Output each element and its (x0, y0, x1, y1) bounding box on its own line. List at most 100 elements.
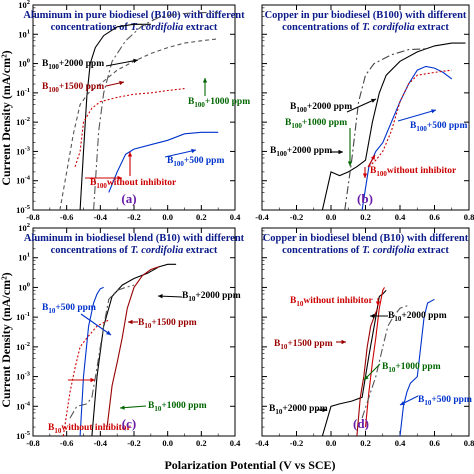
panel-c-title-line1: Aluminum in biodiesel blend (B10) with d… (24, 233, 245, 244)
panel-d-frame (261, 227, 470, 437)
panel-a-annotation-arrowhead (202, 78, 208, 83)
panel-c-ytick-label: 101 (18, 252, 30, 263)
panel-c-ytick-label: 10-5 (16, 430, 31, 441)
panel-c-annotation-label: B10+500 ppm (42, 303, 96, 315)
panel-c-xtick-label: -0.2 (127, 438, 140, 448)
panel-b-annotation-arrowhead (371, 98, 376, 103)
panel-c-xtick-label: 0.2 (196, 438, 207, 448)
y-axis-label-lower: Current Density (mA/cm²) (0, 272, 13, 407)
panel-b-series-500-ppm (361, 65, 453, 211)
panel-b-xtick-label: -0.4 (255, 212, 269, 222)
panel-d-xtick-label: 0.6 (429, 438, 440, 448)
panel-d-title-line1: Copper in biodiesel blend (B10) with dif… (263, 233, 469, 244)
panel-a-annotation-arrowhead (133, 58, 138, 63)
panel-d-annotation-label: B10without inhibitor (290, 296, 374, 308)
panel-b-xtick-label: 0.6 (429, 212, 440, 222)
panel-c-annotation-arrowhead (158, 294, 163, 299)
panel-d-annotation-arrowhead (375, 301, 381, 306)
panel-c-ytick-label: 10-3 (16, 371, 31, 382)
panel-a-series-1500-ppm (93, 12, 219, 211)
panel-c-annotation-label: B10+2000 ppm (182, 291, 241, 303)
panel-c-xtick-label: -0.6 (60, 438, 73, 448)
panel-c-annotation-label: B10+1500 ppm (138, 318, 197, 330)
panel-d-annotation-label: B10+1000 ppm (382, 362, 441, 374)
x-axis-label: Polarization Potential (V vs SCE) (164, 458, 335, 472)
panel-b-annotation-arrow (397, 109, 437, 122)
panel-c-panel-label: (c) (122, 416, 136, 431)
panel-c-frame (32, 227, 236, 437)
panel-b-xtick-label: 0.4 (395, 212, 406, 222)
panel-b-annotation-arrowhead (338, 149, 343, 155)
panel-c-ytick-label: 10-4 (16, 400, 31, 411)
panel-d-annotation-label: B10+2000 ppm (269, 404, 328, 416)
panel-a-title-line1: Aluminum in pure biodiesel (B100) with d… (23, 10, 245, 21)
panel-c-title-line2: concentrations of T. cordifolia extract (51, 245, 218, 256)
panel-a-annotation-arrowhead (127, 152, 133, 157)
panel-a-panel-label: (a) (121, 191, 136, 206)
panel-a-annotation-arrowhead (117, 175, 122, 181)
panel-d-annotation-arrowhead (370, 313, 375, 319)
panel-d-panel-label: (d) (353, 416, 369, 431)
panel-d-xtick-label: 0.2 (360, 438, 371, 448)
panel-a-ytick-label: 10-5 (16, 204, 31, 215)
panel-d-xtick-label: -0.4 (255, 438, 269, 448)
panel-c-ytick-label: 102 (18, 222, 30, 233)
panel-c-xtick-label: 0.4 (230, 438, 241, 448)
panel-c-group: 10-5 10-4 10-3 10-2 10-1 100 101 102 -0.8 -0.6 -0.… (16, 222, 245, 448)
panel-d-annotation-arrowhead (322, 407, 327, 413)
panel-a-ytick-label: 10-4 (16, 175, 31, 186)
panel-a-xtick-label: -0.4 (94, 212, 108, 222)
panel-d-xtick-label: 0.4 (395, 438, 406, 448)
panel-a-title-line2: concentrations of T. cordifolia extract (51, 22, 218, 33)
panel-c-ytick-label: 10-2 (16, 341, 30, 352)
panel-a-ytick-label: 10-1 (16, 87, 30, 98)
panel-b-series-without-inhibitor (368, 69, 452, 168)
panel-d-xtick-label: 0.0 (326, 438, 337, 448)
panel-c-annotation-arrow (80, 313, 112, 336)
panel-a-annotation-arrow (164, 149, 197, 158)
panel-a-series-2000-ppm (79, 23, 151, 211)
panel-b-annotation-arrowhead (362, 173, 368, 178)
panel-c-xtick-label: -0.4 (94, 438, 108, 448)
panel-c-annotation-label: B10without inhibitor (48, 423, 132, 435)
panel-b-series-2000-ppm (321, 42, 466, 211)
panel-c-ytick-label: 100 (18, 281, 30, 292)
panel-a-series-1000-ppm (59, 38, 219, 211)
panel-a-xtick-label: 0.4 (230, 212, 241, 222)
panel-a-xtick-label: -0.6 (60, 212, 73, 222)
panel-a-ytick-label: 102 (18, 0, 30, 10)
panel-a-annotation-arrowhead (119, 80, 124, 86)
panel-c-xtick-label: -0.8 (26, 438, 39, 448)
panel-d-annotation-arrowhead (341, 339, 346, 345)
panel-d-annotation-label: B10+2000 ppm (388, 311, 447, 323)
panel-d-xtick-label: -0.2 (290, 438, 303, 448)
panel-a-ytick-label: 101 (18, 28, 30, 39)
y-axis-label: Current Density (mA/cm²) (0, 50, 13, 185)
panel-a-series-500-ppm (108, 131, 219, 193)
panel-a-annotation-arrowhead (191, 148, 196, 154)
panel-c-series-2000-ppm (91, 263, 177, 437)
panel-c-series-1500-ppm (106, 266, 160, 428)
panel-b-xtick-label: 0.8 (464, 212, 474, 222)
panel-a-ytick-label: 100 (18, 58, 30, 69)
panel-d-annotation-arrowhead (400, 401, 405, 405)
panel-d-series-without-inhibitor (364, 287, 385, 428)
panel-d-annotation-arrowhead (364, 375, 369, 380)
panel-c-xtick-label: 0.0 (162, 438, 173, 448)
panel-d-series-1000-ppm (361, 304, 409, 419)
panel-a-frame (32, 4, 236, 211)
panel-d-annotation-label: B10+500 ppm (418, 395, 472, 407)
panel-b-title-line2: concentrations of T. cordifolia extract (282, 22, 449, 33)
panel-b-series-1000-ppm (344, 48, 426, 211)
panel-a-group: 10-5 10-4 10-3 10-2 10-1 100 101 102 -0.8 -0.6 -0.… (16, 0, 250, 222)
panel-a-xtick-label: -0.2 (127, 212, 140, 222)
panel-b-annotation-arrowhead (370, 155, 375, 160)
panel-b-panel-label: (b) (357, 191, 373, 206)
panel-a-annotation-label: B100without inhibitor (90, 178, 177, 190)
panel-a-xtick-label: 0.2 (196, 212, 207, 222)
panel-a-annotation-arrow (105, 59, 139, 67)
panel-a-series-without-inhibitor (74, 88, 185, 167)
panel-c-ytick-label: 10-1 (16, 311, 30, 322)
panel-b-annotation-arrow (346, 98, 377, 113)
